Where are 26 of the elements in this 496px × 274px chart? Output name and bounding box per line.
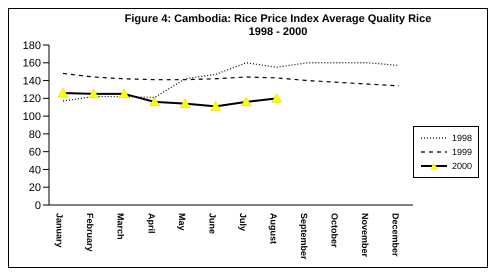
y-tick-label: 40 xyxy=(28,164,41,176)
y-tick-label: 120 xyxy=(22,93,41,106)
x-tick-label: June xyxy=(207,213,218,234)
x-tick-label: February xyxy=(85,213,96,252)
legend-label: 2000 xyxy=(452,161,472,171)
y-tick-label: 80 xyxy=(28,128,41,141)
x-tick-label: March xyxy=(116,213,126,240)
y-tick-label: 100 xyxy=(22,111,41,124)
x-tick-label: August xyxy=(268,213,278,244)
legend-label: 1999 xyxy=(452,147,472,157)
x-tick-label: May xyxy=(176,213,187,231)
x-tick-label: April xyxy=(146,213,156,234)
chart-title: Figure 4: Cambodia: Rice Price Index Average Quality Rice 1998 - 2000 xyxy=(124,13,432,39)
x-tick-label: September xyxy=(298,213,309,260)
y-tick-label: 140 xyxy=(22,75,41,88)
y-tick-label: 0 xyxy=(34,200,41,212)
y-tick-label: 60 xyxy=(28,146,41,159)
x-tick-label: October xyxy=(329,213,340,248)
y-tick-label: 180 xyxy=(22,40,41,52)
x-tick-label: January xyxy=(54,213,65,248)
x-tick-label: November xyxy=(360,213,370,258)
y-tick-label: 20 xyxy=(28,182,41,194)
y-tick-label: 160 xyxy=(22,58,41,70)
legend-label: 1998 xyxy=(452,133,472,143)
x-tick-label: July xyxy=(238,213,248,232)
x-tick-label: December xyxy=(390,213,401,258)
